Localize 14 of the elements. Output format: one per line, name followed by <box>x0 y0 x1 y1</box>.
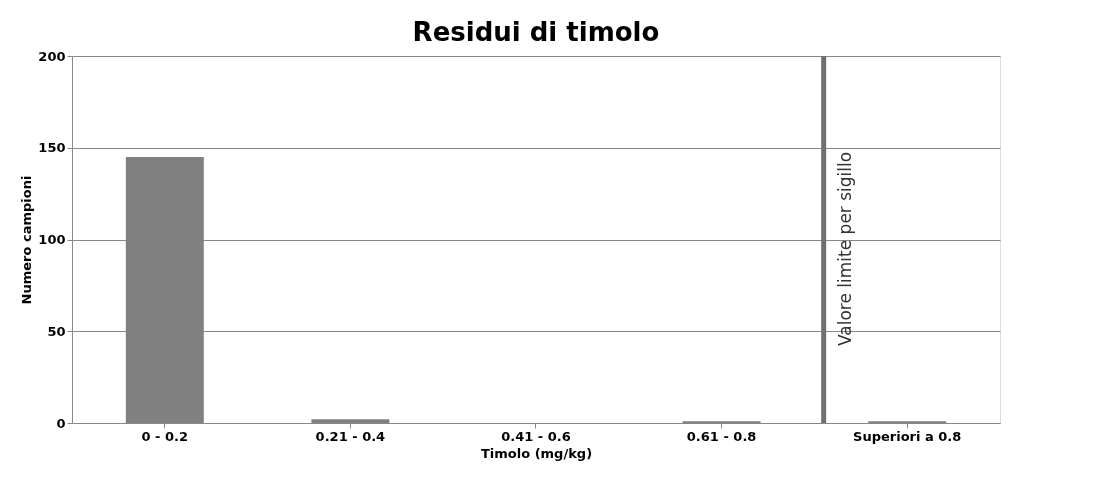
y-tick-label: 50 <box>47 323 66 339</box>
y-axis-title: Numero campioni <box>19 175 35 305</box>
y-tick-label: 150 <box>38 140 66 156</box>
x-tick-label: 0.21 - 0.4 <box>315 428 386 444</box>
y-tick-label: 0 <box>56 415 66 431</box>
x-tick-label: 0 - 0.2 <box>141 428 189 444</box>
chart-title: Residui di timolo <box>412 17 660 47</box>
x-tick-label: 0.41 - 0.6 <box>501 428 571 444</box>
y-tick-label: 200 <box>38 48 66 64</box>
ref-line-label: Valore limite per sigillo <box>834 151 855 346</box>
x-tick-label: Superiori a 0.8 <box>853 428 962 444</box>
x-tick-label: 0.61 - 0.8 <box>686 428 757 444</box>
x-axis-title: Timolo (mg/kg) <box>480 445 593 461</box>
y-tick-label: 100 <box>38 232 66 247</box>
